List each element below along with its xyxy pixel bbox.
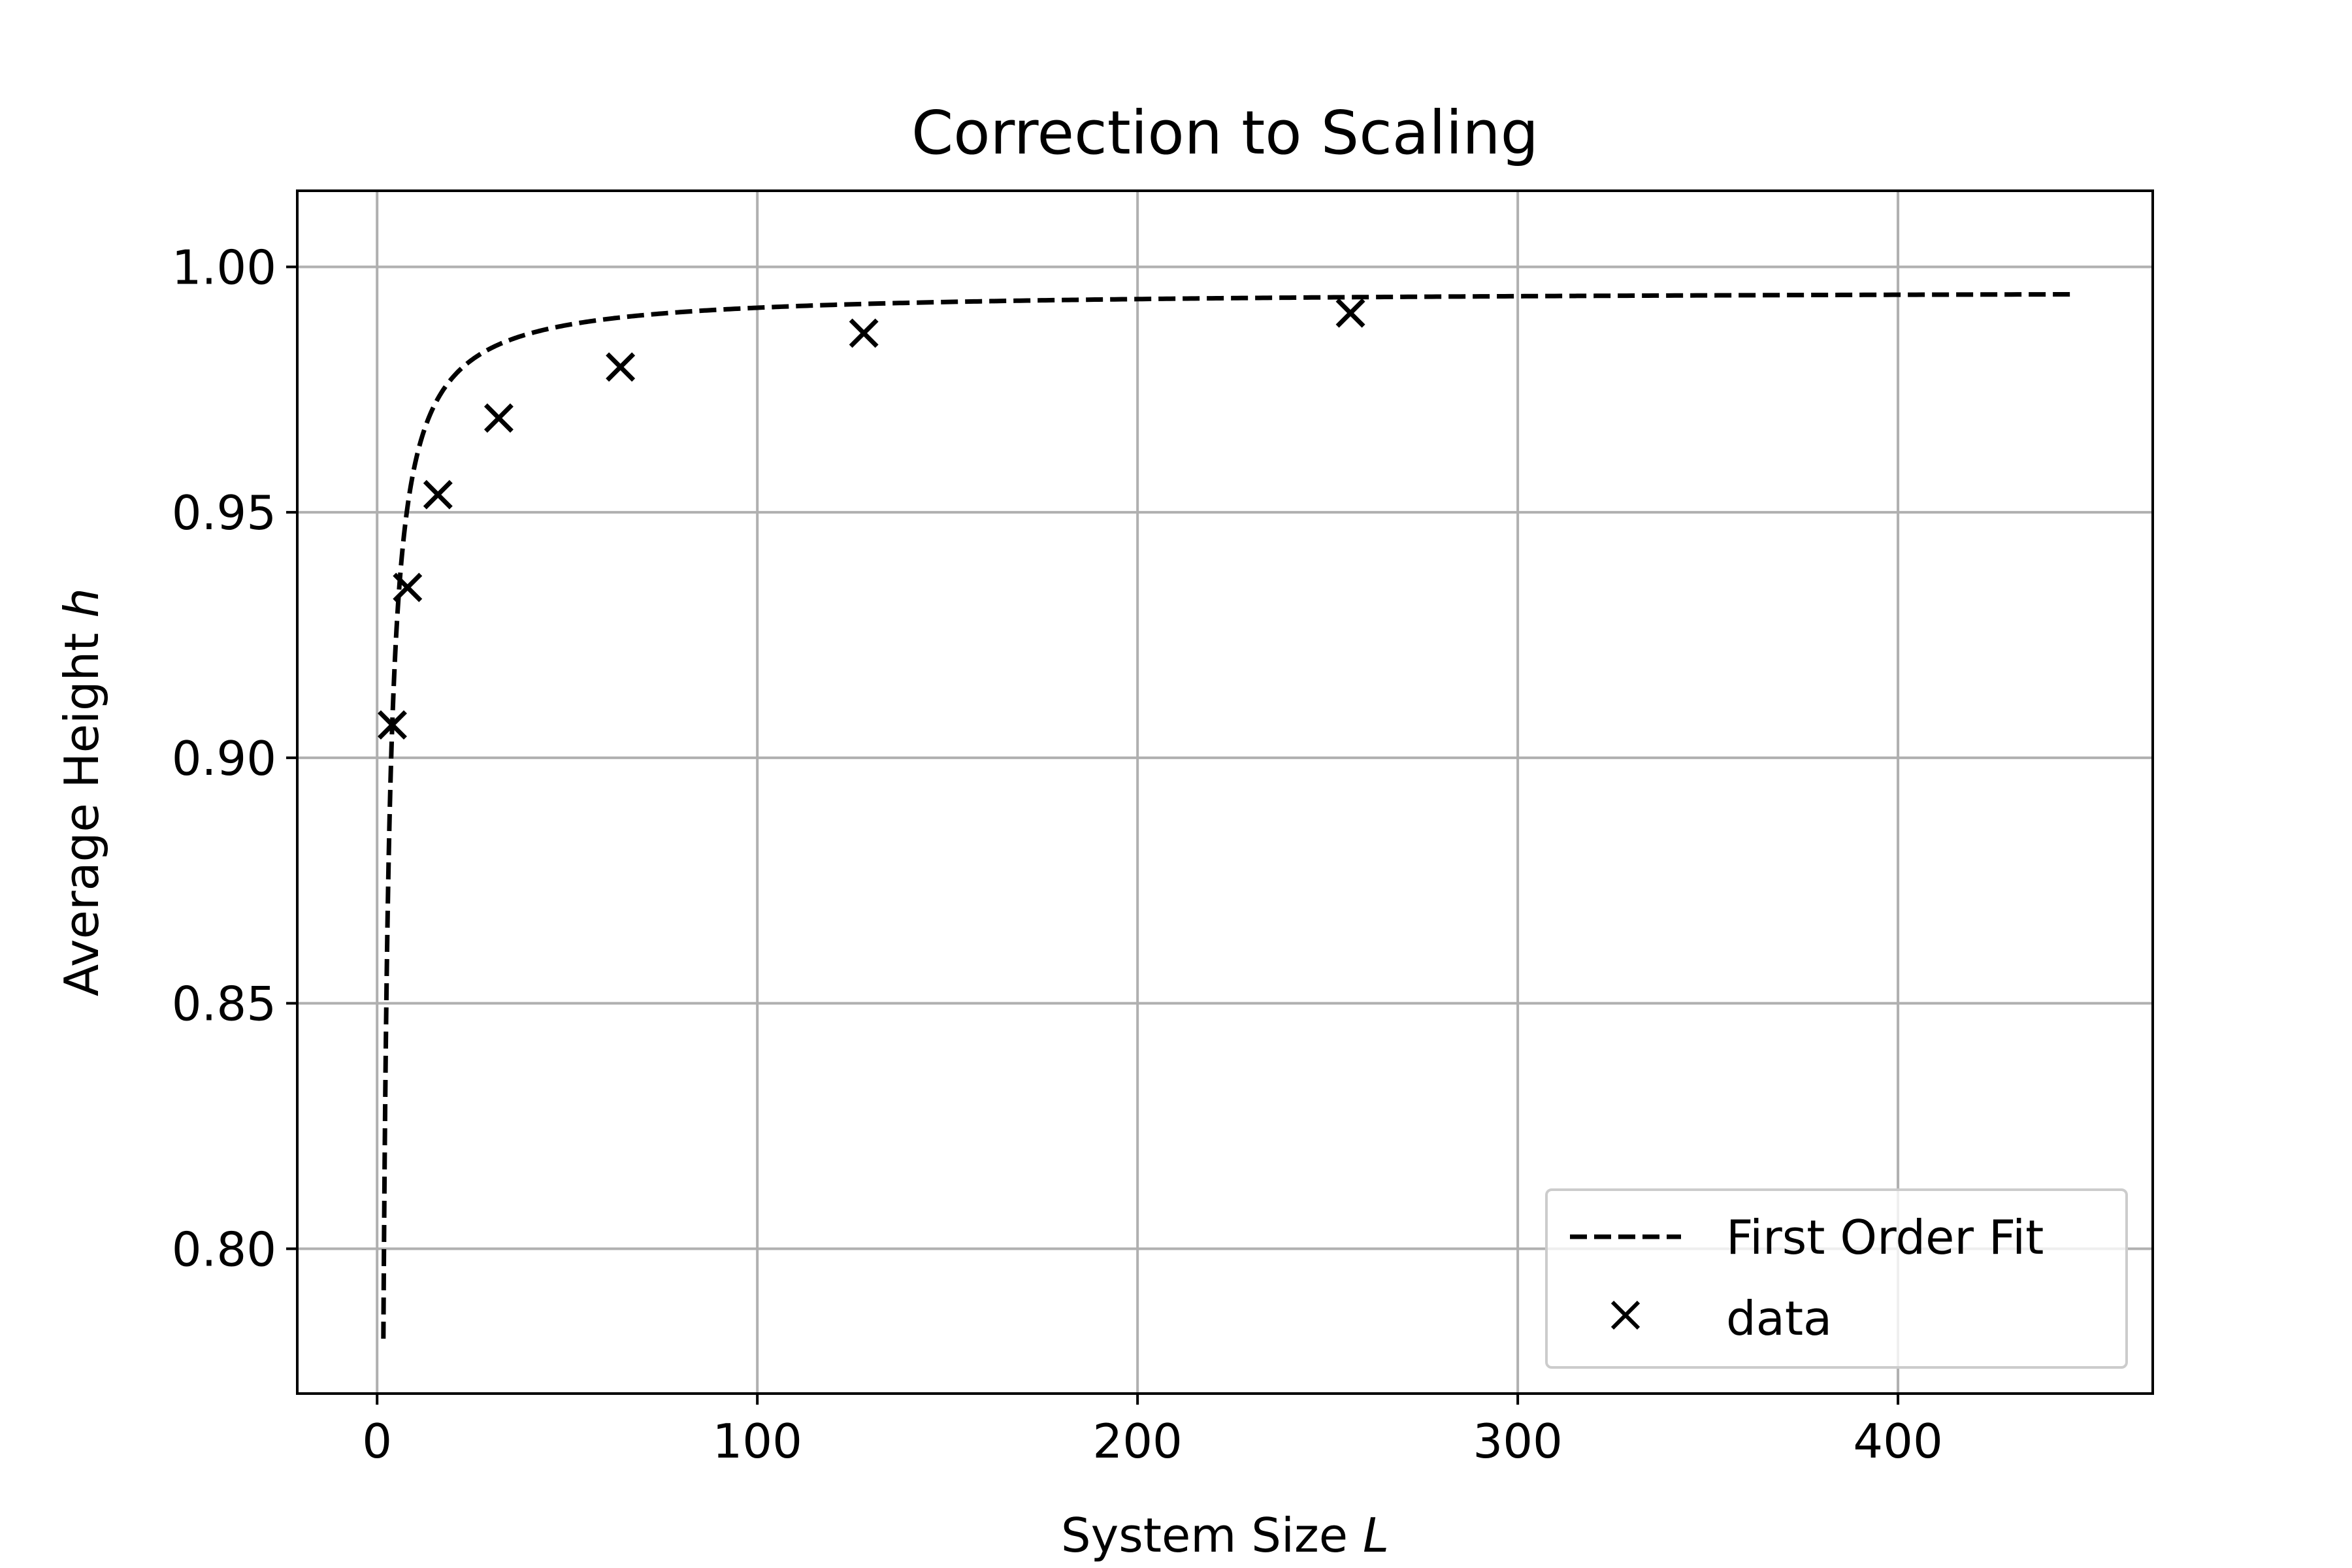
- y-tick-label: 0.80: [172, 1222, 276, 1277]
- data-point-marker: [378, 710, 407, 740]
- axes-frame: [296, 189, 2154, 1395]
- data-point-marker: [1335, 298, 1365, 328]
- y-axis-label-text: Average Height: [54, 632, 109, 996]
- data-point-marker: [423, 480, 453, 510]
- data-point-marker: [483, 403, 514, 433]
- chart-title: Correction to Scaling: [911, 98, 1539, 168]
- x-tick-label: 400: [1853, 1414, 1942, 1469]
- legend: First Order Fit data: [1545, 1188, 2128, 1369]
- y-tick-label: 0.90: [172, 731, 276, 786]
- y-axis-label-variable: h: [54, 588, 109, 618]
- series-first-order-fit-line: [381, 291, 2073, 1339]
- data-point-marker: [606, 352, 636, 382]
- x-axis-label-variable: L: [1363, 1508, 1389, 1563]
- x-tick-label: 300: [1473, 1414, 1562, 1469]
- legend-label-data: data: [1726, 1291, 1832, 1346]
- x-tick-label: 0: [362, 1414, 392, 1469]
- y-axis-label: Average Height h: [54, 588, 109, 996]
- y-tick-label: 1.00: [172, 240, 276, 295]
- y-axis-ticks: 0.80 0.85 0.90 0.95 1.00: [172, 240, 297, 1277]
- x-tick-label: 100: [712, 1414, 802, 1469]
- legend-label-first-order-fit: First Order Fit: [1726, 1210, 2044, 1265]
- x-axis-label: System Size L: [1061, 1508, 1389, 1563]
- data-point-marker: [849, 318, 879, 348]
- legend-x-marker-icon: [1610, 1300, 1641, 1330]
- y-tick-label: 0.95: [172, 485, 276, 540]
- grid: [297, 191, 2153, 1394]
- x-axis-ticks: 0 100 200 300 400: [362, 1394, 1943, 1469]
- data-point-marker: [393, 572, 423, 602]
- x-axis-label-text: System Size: [1061, 1508, 1348, 1563]
- legend-box: [1545, 1188, 2128, 1369]
- y-tick-label: 0.85: [172, 977, 276, 1032]
- plot-content: [378, 291, 2073, 1339]
- x-tick-label: 200: [1092, 1414, 1182, 1469]
